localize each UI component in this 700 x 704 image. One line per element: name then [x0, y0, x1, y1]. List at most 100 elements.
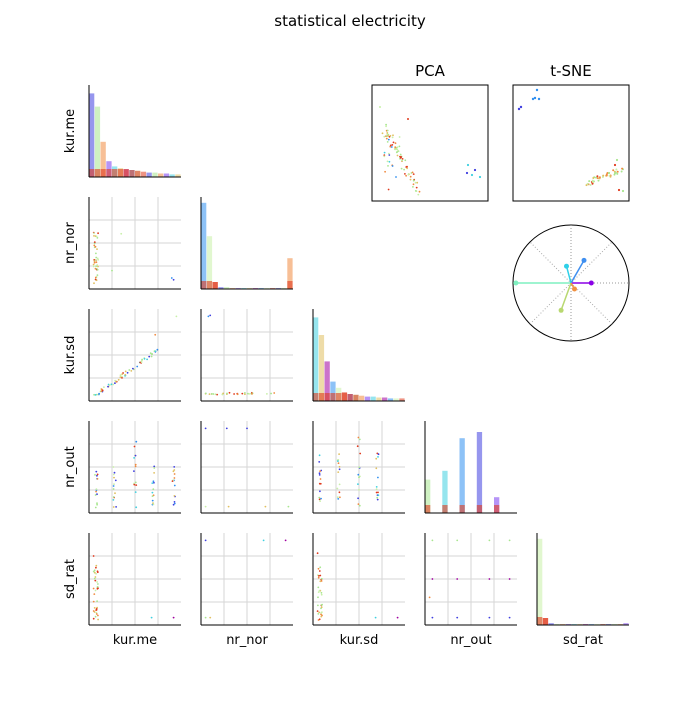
scatter-point: [615, 168, 618, 171]
histogram-bar: [442, 470, 448, 513]
histogram-bar: [376, 397, 382, 401]
scatter-point: [598, 176, 601, 179]
scatter-point: [173, 477, 176, 479]
scatter-point: [96, 264, 99, 266]
histogram-panel-kur.sd: [312, 309, 405, 402]
histogram-bar: [330, 393, 336, 401]
scatter-point: [318, 454, 321, 457]
scatter-point: [151, 353, 154, 355]
scatter-point: [95, 470, 98, 473]
scatter-point: [97, 232, 99, 235]
scatter-point: [113, 471, 116, 474]
scatter-point: [134, 454, 137, 457]
scatter-point: [414, 190, 417, 192]
scatter-point: [535, 88, 539, 92]
scatter-point: [140, 360, 143, 363]
scatter-point: [97, 265, 99, 268]
histogram-bar: [94, 169, 101, 177]
histogram-bar: [387, 398, 394, 401]
scatter-point: [93, 244, 96, 247]
scatter-point: [207, 315, 210, 318]
scatter-point: [128, 369, 131, 371]
scatter-point: [225, 427, 228, 430]
scatter-point: [387, 134, 389, 137]
scatter-point: [94, 394, 97, 396]
scatter-point: [404, 173, 406, 175]
y-axis-label: sd_rat: [63, 559, 78, 599]
histogram-bar: [135, 170, 141, 177]
scatter-panel-kur.sd-sd_rat: [312, 533, 405, 626]
histogram-bar: [318, 393, 325, 401]
histogram-bar: [313, 317, 319, 401]
histogram-panel-nr_out: [424, 421, 517, 514]
scatter-panel-nr_nor-sd_rat: [200, 533, 293, 626]
scatter-point: [533, 96, 537, 100]
histogram-panel-nr_nor: [200, 197, 293, 290]
histogram-bar: [347, 394, 353, 401]
scatter-point: [386, 141, 389, 143]
scatter-point: [241, 392, 244, 395]
scatter-point: [94, 259, 97, 261]
scatter-point: [113, 483, 115, 485]
scatter-point: [95, 564, 98, 567]
scatter-point: [612, 169, 615, 172]
scatter-point: [93, 242, 96, 245]
scatter-point: [617, 188, 621, 192]
scatter-point: [130, 370, 133, 372]
histogram-bar: [364, 396, 371, 401]
scatter-point: [403, 168, 405, 171]
scatter-point: [170, 277, 173, 279]
scatter-point: [597, 179, 600, 182]
histogram-bar: [158, 173, 164, 177]
scatter-point: [96, 581, 98, 583]
scatter-point: [143, 357, 146, 360]
scatter-point: [114, 382, 116, 385]
scatter-point: [94, 494, 97, 496]
scatter-point: [134, 491, 137, 493]
scatter-point: [119, 374, 122, 377]
scatter-point: [248, 393, 251, 395]
scatter-point: [95, 265, 97, 268]
scatter-point: [96, 393, 98, 396]
scatter-point: [172, 278, 175, 281]
scatter-point: [377, 494, 380, 497]
scatter-point: [153, 467, 156, 469]
scatter-point: [173, 501, 176, 503]
scatter-point: [266, 393, 268, 395]
scatter-point: [508, 578, 511, 580]
scatter-point: [358, 476, 360, 479]
scatter-point: [94, 278, 97, 281]
scatter-point: [473, 168, 477, 172]
loading-vector: [570, 260, 585, 284]
scatter-point: [456, 616, 459, 619]
scatter-point: [395, 176, 397, 178]
scatter-point: [121, 375, 123, 378]
scatter-point: [94, 245, 97, 248]
pca-title: PCA: [415, 62, 446, 80]
scatter-panel-kur.me-nr_nor: [88, 197, 181, 290]
scatter-point: [101, 389, 104, 392]
scatter-point: [537, 97, 541, 101]
scatter-point: [387, 188, 390, 191]
scatter-point: [97, 618, 99, 621]
scatter-point: [338, 483, 341, 486]
scatter-point: [216, 393, 219, 396]
scatter-point: [416, 181, 419, 184]
scatter-point: [318, 611, 321, 614]
scatter-point: [388, 154, 391, 156]
scatter-point: [396, 616, 399, 619]
chart-title: statistical electricity: [274, 12, 426, 30]
scatter-point: [387, 138, 390, 141]
scatter-point: [379, 106, 381, 108]
scatter-point: [317, 586, 320, 589]
scatter-point: [338, 491, 341, 494]
scatter-point: [405, 174, 407, 177]
scatter-point: [212, 393, 215, 395]
scatter-point: [97, 587, 99, 590]
scatter-point: [395, 151, 398, 154]
scatter-point: [616, 170, 619, 173]
histogram-bar: [218, 287, 224, 289]
scatter-point: [320, 613, 322, 616]
scatter-point: [602, 174, 605, 177]
